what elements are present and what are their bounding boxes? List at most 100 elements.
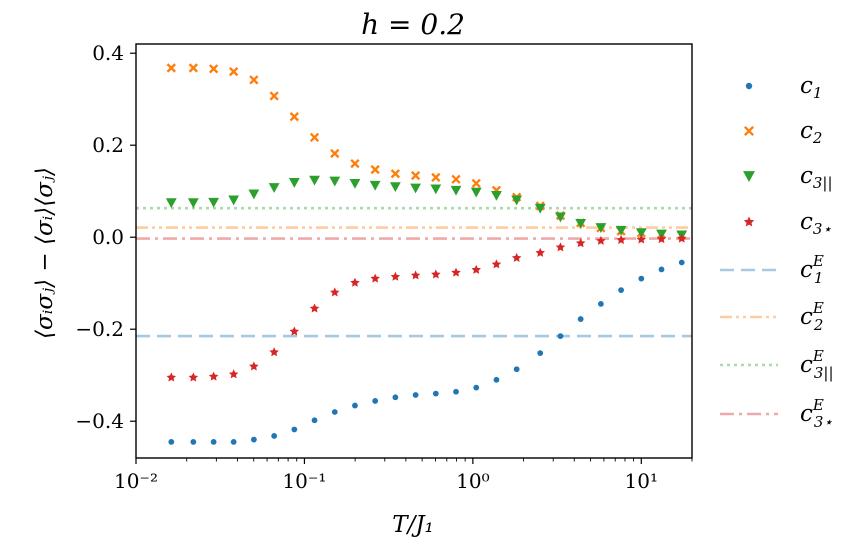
data-point [493, 376, 500, 383]
data-point [288, 178, 300, 188]
data-point [471, 178, 481, 189]
series-3 [165, 175, 688, 241]
data-point [331, 409, 338, 415]
x-tick-label: 10¹ [625, 469, 658, 493]
data-point [410, 170, 421, 181]
data-point [350, 158, 360, 169]
data-point [636, 234, 647, 244]
data-point [575, 219, 587, 229]
legend-marker [743, 216, 755, 227]
data-point [450, 185, 462, 196]
data-markers [165, 63, 688, 445]
data-point [451, 267, 461, 277]
data-point [370, 164, 380, 175]
data-point [389, 182, 401, 192]
data-point [678, 259, 685, 266]
data-point [349, 178, 361, 189]
data-point [410, 270, 421, 280]
data-point [453, 388, 459, 395]
data-point [577, 316, 584, 322]
data-point [390, 271, 401, 281]
legend-marker [743, 171, 755, 182]
x-tick-label: 10⁰ [456, 469, 489, 493]
data-point [470, 187, 482, 198]
data-point [208, 197, 220, 208]
data-point [229, 66, 239, 77]
data-point [230, 439, 237, 445]
data-point [491, 259, 502, 269]
data-point [676, 233, 687, 243]
data-point [535, 247, 545, 257]
data-point [249, 75, 259, 85]
data-point [596, 235, 606, 245]
data-point [248, 189, 260, 200]
legend-label: cE 1 [800, 252, 824, 287]
data-point [249, 361, 259, 371]
data-point [372, 398, 379, 404]
y-tick-label: −0.4 [75, 409, 124, 433]
legend-entry: cE 2 [720, 299, 824, 334]
data-point [557, 333, 564, 339]
data-point [616, 234, 626, 245]
data-point [208, 64, 219, 74]
data-point [187, 198, 199, 209]
y-axis-label: ⟨σᵢσⱼ⟩ − ⟨σᵢ⟩⟨σⱼ⟩ [32, 167, 58, 339]
series-4 [166, 233, 687, 382]
data-point [618, 287, 624, 293]
y-tick-label: 0.2 [92, 133, 124, 157]
data-point [471, 264, 481, 274]
data-point [168, 439, 175, 445]
data-point [228, 369, 239, 379]
data-point [390, 169, 401, 179]
legend-entry: cE 3|| [720, 347, 834, 382]
data-point [309, 303, 320, 313]
data-point [555, 242, 566, 252]
data-point [166, 63, 176, 73]
x-axis-label: T/J₁ [392, 512, 434, 538]
data-point [210, 439, 217, 445]
data-point [269, 347, 279, 357]
data-point [595, 223, 607, 233]
data-point [638, 275, 645, 282]
data-point [534, 203, 546, 214]
data-point [597, 301, 604, 307]
reference-lines [136, 206, 692, 338]
data-point [635, 228, 647, 238]
data-point [329, 176, 341, 187]
data-point [511, 195, 523, 206]
data-point [473, 384, 480, 391]
data-point [271, 433, 278, 439]
data-point [165, 198, 177, 209]
legend-marker [745, 82, 753, 90]
data-point [511, 252, 522, 262]
data-point [188, 372, 199, 382]
data-point [250, 436, 257, 443]
data-point [352, 402, 358, 409]
data-point [656, 234, 667, 244]
legend-label: cE 3|| [800, 347, 834, 382]
data-point [615, 225, 627, 236]
plot-frame [135, 43, 693, 459]
data-point [311, 417, 318, 424]
data-point [430, 184, 442, 195]
data-point [309, 132, 320, 143]
data-point [432, 390, 439, 397]
data-point [658, 266, 665, 273]
data-point [309, 175, 320, 186]
data-point [190, 439, 197, 445]
data-point [412, 392, 419, 398]
data-point [410, 183, 421, 194]
data-point [291, 426, 298, 433]
series-1 [168, 259, 685, 445]
data-point [575, 238, 586, 248]
data-point [208, 371, 219, 381]
chart-title: h = 0.2 [361, 8, 465, 41]
data-point [537, 350, 544, 357]
legend-label: cE 2 [800, 299, 824, 334]
x-tick-label: 10⁻¹ [282, 469, 326, 493]
data-point [166, 372, 177, 382]
data-point [350, 277, 360, 287]
data-point [188, 63, 198, 73]
data-point [451, 174, 461, 184]
